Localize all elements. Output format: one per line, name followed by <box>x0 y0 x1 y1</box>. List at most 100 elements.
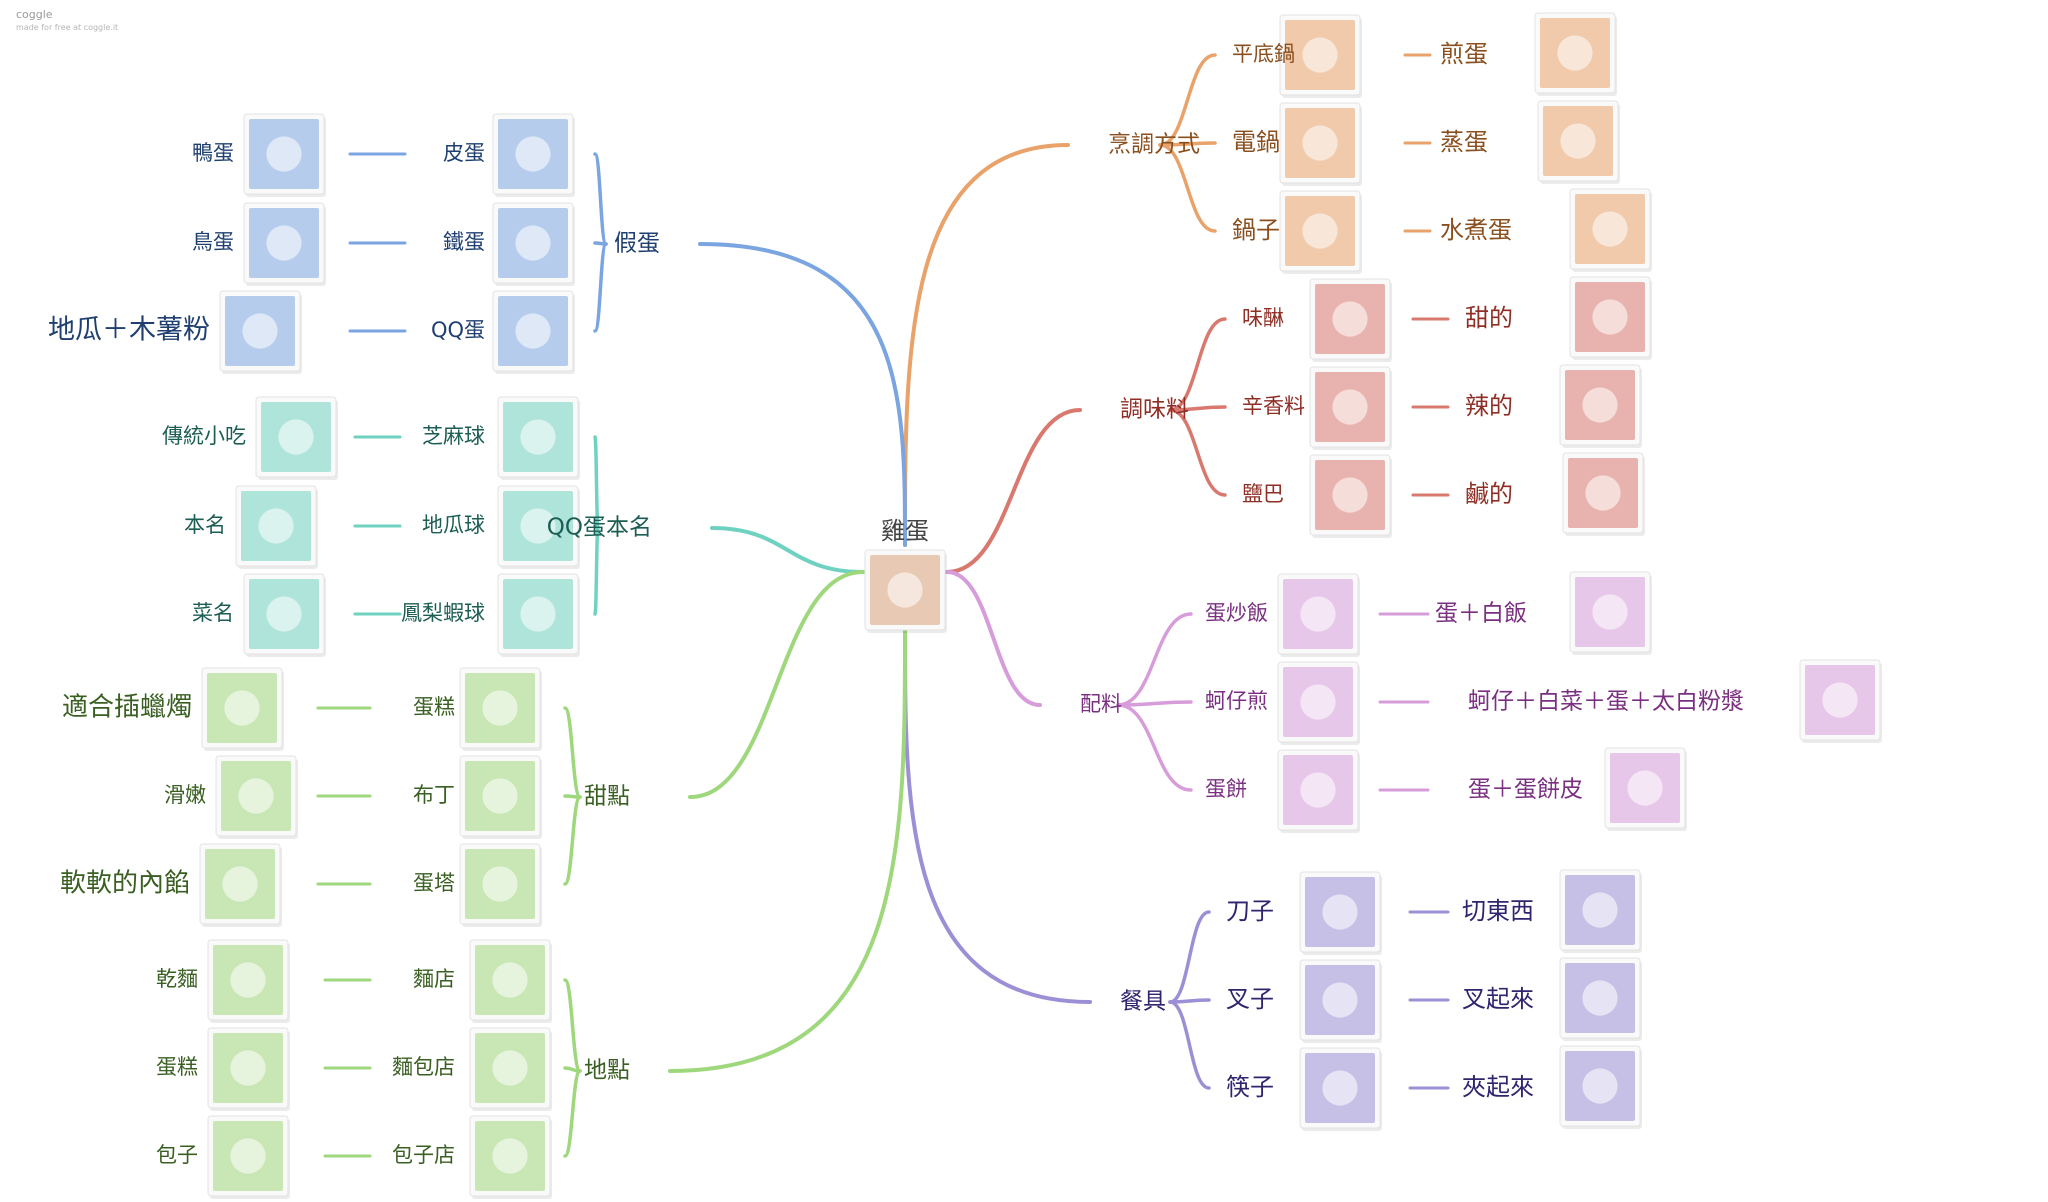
node-qq_name-0-image[interactable] <box>497 396 580 480</box>
node-place-2-image[interactable] <box>469 1115 552 1199</box>
node-dessert-2[interactable]: 蛋塔 <box>413 871 455 895</box>
origin-qq_name-0[interactable]: 傳統小吃 <box>162 424 246 448</box>
node-dessert-2-image[interactable] <box>459 843 542 927</box>
branch-utensils-label[interactable]: 餐具 <box>1120 989 1166 1015</box>
node-place-1[interactable]: 麵包店 <box>392 1055 455 1079</box>
node-utensils-1[interactable]: 叉子 <box>1226 985 1274 1013</box>
origin-dessert-0[interactable]: 適合插蠟燭 <box>62 693 192 723</box>
center-image[interactable] <box>864 549 947 633</box>
origin-qq_name-1-image[interactable] <box>235 485 318 569</box>
origin-place-2-image[interactable] <box>207 1115 290 1199</box>
node-ingredients-1[interactable]: 蚵仔煎 <box>1205 689 1268 713</box>
branch-ingredients-label[interactable]: 配料 <box>1080 692 1122 716</box>
result-cooking-0[interactable]: 煎蛋 <box>1440 40 1488 68</box>
branch-dessert-label[interactable]: 甜點 <box>584 784 630 810</box>
node-dessert-1-image[interactable] <box>459 755 542 839</box>
origin-place-1[interactable]: 蛋糕 <box>156 1055 198 1079</box>
node-utensils-2[interactable]: 筷子 <box>1226 1073 1274 1101</box>
node-cooking-1[interactable]: 電鍋 <box>1232 128 1280 156</box>
result-seasoning-0-image[interactable] <box>1569 276 1652 360</box>
node-ingredients-2-image[interactable] <box>1277 749 1360 833</box>
node-qq_name-1[interactable]: 地瓜球 <box>422 513 485 537</box>
result-ingredients-1-image[interactable] <box>1799 659 1882 743</box>
node-seasoning-1-image[interactable] <box>1309 366 1392 450</box>
node-qq_name-1-image[interactable] <box>497 485 580 569</box>
origin-fake_egg-0[interactable]: 鴨蛋 <box>192 141 234 165</box>
origin-place-0[interactable]: 乾麵 <box>156 967 198 991</box>
node-dessert-0[interactable]: 蛋糕 <box>413 695 455 719</box>
result-utensils-0-image[interactable] <box>1559 869 1642 953</box>
node-qq_name-2[interactable]: 鳳梨蝦球 <box>401 601 485 625</box>
node-fake_egg-1-image[interactable] <box>492 202 575 286</box>
node-fake_egg-2-image[interactable] <box>492 290 575 374</box>
origin-fake_egg-2-image[interactable] <box>219 290 302 374</box>
origin-qq_name-2-image[interactable] <box>243 573 326 657</box>
result-utensils-0[interactable]: 切東西 <box>1462 897 1534 925</box>
result-seasoning-1-image[interactable] <box>1559 364 1642 448</box>
center-node-label[interactable]: 雞蛋 <box>881 517 929 545</box>
origin-fake_egg-1[interactable]: 鳥蛋 <box>192 230 234 254</box>
node-seasoning-0[interactable]: 味醂 <box>1242 306 1284 330</box>
origin-qq_name-0-image[interactable] <box>255 396 338 480</box>
origin-fake_egg-1-image[interactable] <box>243 202 326 286</box>
result-cooking-2[interactable]: 水煮蛋 <box>1440 216 1512 244</box>
origin-place-1-image[interactable] <box>207 1027 290 1111</box>
origin-place-0-image[interactable] <box>207 939 290 1023</box>
origin-dessert-1-image[interactable] <box>215 755 298 839</box>
result-cooking-1[interactable]: 蒸蛋 <box>1440 128 1488 156</box>
node-place-0[interactable]: 麵店 <box>413 967 455 991</box>
result-utensils-2-image[interactable] <box>1559 1045 1642 1129</box>
origin-dessert-2[interactable]: 軟軟的內餡 <box>60 869 190 899</box>
node-ingredients-1-image[interactable] <box>1277 661 1360 745</box>
node-ingredients-0[interactable]: 蛋炒飯 <box>1205 601 1268 625</box>
node-fake_egg-0-image[interactable] <box>492 113 575 197</box>
result-utensils-1-image[interactable] <box>1559 957 1642 1041</box>
node-dessert-1[interactable]: 布丁 <box>413 783 455 807</box>
result-seasoning-2[interactable]: 鹹的 <box>1465 480 1513 508</box>
node-place-1-image[interactable] <box>469 1027 552 1111</box>
node-place-2[interactable]: 包子店 <box>392 1143 455 1167</box>
result-seasoning-1[interactable]: 辣的 <box>1465 392 1513 420</box>
node-seasoning-2[interactable]: 鹽巴 <box>1242 482 1284 506</box>
origin-fake_egg-2[interactable]: 地瓜＋木薯粉 <box>48 315 210 346</box>
node-fake_egg-1[interactable]: 鐵蛋 <box>443 230 485 254</box>
node-seasoning-1[interactable]: 辛香料 <box>1242 394 1305 418</box>
origin-fake_egg-0-image[interactable] <box>243 113 326 197</box>
node-seasoning-2-image[interactable] <box>1309 454 1392 538</box>
node-ingredients-0-image[interactable] <box>1277 573 1360 657</box>
result-cooking-2-image[interactable] <box>1569 188 1652 272</box>
branch-fake_egg-label[interactable]: 假蛋 <box>614 231 660 257</box>
result-seasoning-2-image[interactable] <box>1562 452 1645 536</box>
node-utensils-2-image[interactable] <box>1299 1047 1382 1131</box>
result-cooking-1-image[interactable] <box>1537 100 1620 184</box>
node-qq_name-2-image[interactable] <box>497 573 580 657</box>
branch-seasoning-label[interactable]: 調味料 <box>1120 397 1189 423</box>
origin-dessert-1[interactable]: 滑嫩 <box>164 783 206 807</box>
result-ingredients-1[interactable]: 蚵仔＋白菜＋蛋＋太白粉漿 <box>1468 689 1744 715</box>
origin-dessert-0-image[interactable] <box>201 667 284 751</box>
origin-place-2[interactable]: 包子 <box>156 1143 198 1167</box>
node-cooking-2-image[interactable] <box>1279 190 1362 274</box>
node-fake_egg-2[interactable]: QQ蛋 <box>431 318 485 342</box>
origin-dessert-2-image[interactable] <box>199 843 282 927</box>
node-utensils-1-image[interactable] <box>1299 959 1382 1043</box>
node-place-0-image[interactable] <box>469 939 552 1023</box>
node-seasoning-0-image[interactable] <box>1309 278 1392 362</box>
branch-qq_name-label[interactable]: QQ蛋本名 <box>547 515 652 541</box>
result-seasoning-0[interactable]: 甜的 <box>1465 304 1513 332</box>
result-utensils-1[interactable]: 叉起來 <box>1462 985 1534 1013</box>
origin-qq_name-1[interactable]: 本名 <box>184 513 226 537</box>
branch-cooking-label[interactable]: 烹調方式 <box>1108 132 1200 158</box>
node-cooking-0[interactable]: 平底鍋 <box>1232 42 1295 66</box>
node-cooking-2[interactable]: 鍋子 <box>1232 216 1280 244</box>
result-ingredients-0[interactable]: 蛋＋白飯 <box>1435 601 1527 627</box>
node-utensils-0[interactable]: 刀子 <box>1226 897 1274 925</box>
result-ingredients-2-image[interactable] <box>1604 747 1687 831</box>
branch-place-label[interactable]: 地點 <box>584 1058 630 1084</box>
result-cooking-0-image[interactable] <box>1534 12 1617 96</box>
origin-qq_name-2[interactable]: 菜名 <box>192 601 234 625</box>
node-dessert-0-image[interactable] <box>459 667 542 751</box>
node-cooking-0-image[interactable] <box>1279 14 1362 98</box>
node-ingredients-2[interactable]: 蛋餅 <box>1205 777 1247 801</box>
node-cooking-1-image[interactable] <box>1279 102 1362 186</box>
